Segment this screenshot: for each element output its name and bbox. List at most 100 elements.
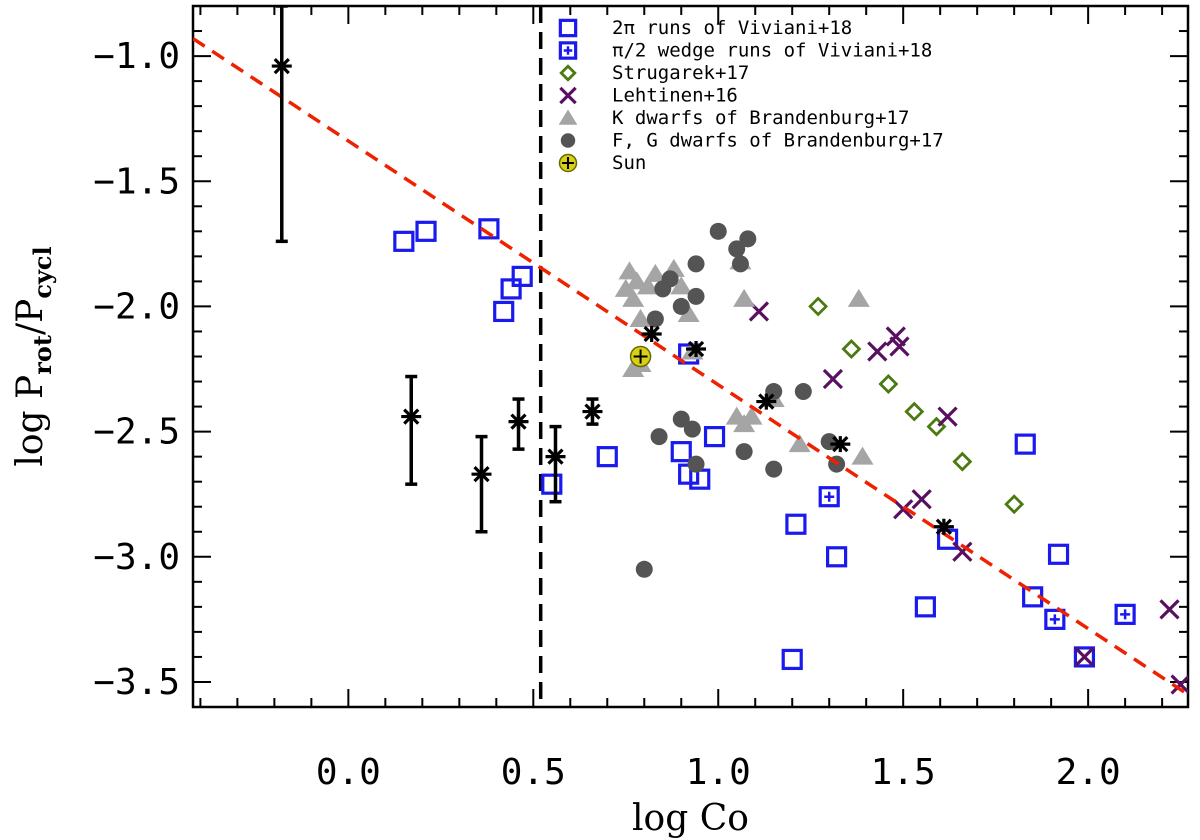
data-point-square bbox=[393, 230, 415, 252]
data-point-triangle bbox=[622, 359, 645, 378]
data-point-circle bbox=[650, 428, 668, 446]
y-tick-label: −1.0 bbox=[93, 36, 180, 77]
asterisk-point bbox=[686, 340, 707, 358]
y-title-sep: /P bbox=[10, 299, 51, 335]
data-point-square bbox=[826, 546, 848, 568]
data-point-square bbox=[781, 648, 803, 671]
data-point-circle bbox=[731, 255, 749, 273]
legend-label: 2π runs of Viviani+18 bbox=[612, 17, 852, 39]
data-point-circle bbox=[687, 255, 705, 273]
data-point-triangle bbox=[851, 446, 874, 465]
data-point-square-plus-plus bbox=[1049, 614, 1060, 625]
data-point-sun bbox=[629, 345, 652, 368]
y-tick-label: −2.5 bbox=[93, 412, 180, 453]
data-point-square bbox=[478, 218, 500, 240]
data-point-square-plus bbox=[1044, 608, 1066, 630]
data-point-circle bbox=[739, 230, 757, 248]
data-point-triangle bbox=[677, 303, 700, 322]
asterisk-point bbox=[471, 466, 492, 483]
legend-marker-circle bbox=[560, 133, 576, 148]
y-title-sub-rot: rot bbox=[28, 335, 57, 375]
data-point-triangle bbox=[644, 263, 667, 282]
y-tick-label: −1.5 bbox=[93, 161, 180, 202]
data-point-x bbox=[1074, 646, 1095, 668]
data-point-circle bbox=[672, 410, 690, 428]
asterisk-point bbox=[401, 408, 422, 425]
data-point-square bbox=[1073, 646, 1096, 668]
legend-marker-square-plus-plus bbox=[563, 46, 573, 55]
data-point-diamond bbox=[1004, 494, 1025, 515]
y-tick-label: −2.0 bbox=[93, 286, 180, 327]
data-point-x bbox=[889, 336, 910, 357]
legend: 2π runs of Viviani+18π/2 wedge runs of V… bbox=[558, 17, 944, 174]
data-point-diamond bbox=[808, 296, 829, 317]
y-tick-label: −3.5 bbox=[93, 662, 180, 703]
data-point-triangle bbox=[788, 434, 811, 453]
asterisk-point bbox=[933, 518, 954, 535]
legend-label: Lehtinen+16 bbox=[612, 85, 738, 107]
x-tick-label: 0.5 bbox=[501, 752, 566, 793]
data-point-square bbox=[785, 513, 807, 535]
legend-label: π/2 wedge runs of Viviani+18 bbox=[612, 40, 932, 62]
data-point-triangle bbox=[670, 276, 693, 295]
data-point-diamond bbox=[841, 339, 862, 359]
data-point-x bbox=[893, 499, 914, 520]
data-point-circle bbox=[646, 310, 664, 328]
asterisk-point bbox=[756, 393, 777, 410]
data-point-square bbox=[914, 596, 936, 618]
data-point-square bbox=[500, 278, 522, 300]
fit-line bbox=[193, 37, 1188, 696]
data-point-circle bbox=[683, 420, 701, 438]
x-tick-label: 2.0 bbox=[1056, 752, 1121, 793]
data-point-x bbox=[822, 368, 844, 390]
legend-marker-triangle bbox=[558, 109, 578, 125]
legend-marker-square bbox=[558, 18, 578, 38]
data-point-triangle bbox=[725, 406, 748, 425]
data-point-circle bbox=[635, 560, 653, 578]
data-point-square bbox=[415, 220, 437, 242]
data-point-square-plus-box bbox=[1114, 603, 1136, 625]
data-point-circle bbox=[687, 455, 705, 473]
data-point-square bbox=[541, 473, 563, 495]
x-axis-title: log Co bbox=[632, 798, 749, 839]
data-point-diamond bbox=[904, 401, 925, 422]
legend-marker-diamond bbox=[559, 64, 577, 82]
data-point-triangle bbox=[733, 288, 756, 307]
data-point-x bbox=[937, 406, 958, 427]
data-point-square-plus bbox=[818, 486, 840, 508]
data-point-circle bbox=[687, 287, 705, 305]
data-point-square-plus-plus bbox=[824, 491, 835, 502]
data-point-diamond bbox=[952, 451, 973, 472]
y-tick-label: −3.0 bbox=[93, 537, 180, 578]
data-point-square-plus bbox=[1114, 603, 1136, 625]
data-point-x bbox=[1170, 674, 1188, 695]
data-point-triangle bbox=[625, 271, 648, 290]
data-point-circle bbox=[735, 443, 753, 461]
data-point-x bbox=[1159, 599, 1180, 620]
data-point-x bbox=[867, 341, 888, 362]
asterisk-point bbox=[508, 413, 529, 430]
data-point-circle bbox=[728, 240, 746, 258]
legend-marker-sun bbox=[558, 153, 578, 173]
data-point-square bbox=[670, 441, 692, 463]
data-point-circle bbox=[765, 460, 783, 478]
asterisk-point bbox=[830, 435, 851, 453]
legend-marker-x bbox=[559, 86, 577, 105]
data-point-x bbox=[952, 541, 973, 562]
plot-content bbox=[193, 6, 1188, 707]
data-point-diamond bbox=[878, 374, 899, 395]
legend-marker-square-plus-box bbox=[558, 41, 578, 60]
x-tick-label: 1.0 bbox=[686, 752, 751, 793]
legend-label: Sun bbox=[612, 152, 646, 174]
legend-marker-square-plus bbox=[558, 41, 578, 60]
y-title-sub-cycl: cycl bbox=[28, 246, 57, 298]
data-point-sun-cross bbox=[633, 349, 648, 364]
legend-label: F, G dwarfs of Brandenburg+17 bbox=[612, 130, 944, 152]
data-point-square bbox=[511, 265, 533, 287]
data-point-square bbox=[1014, 433, 1036, 455]
legend-marker-sun-cross bbox=[562, 157, 574, 169]
legend-label: K dwarfs of Brandenburg+17 bbox=[612, 107, 909, 129]
asterisk-point bbox=[271, 57, 292, 75]
data-point-circle bbox=[654, 280, 672, 298]
